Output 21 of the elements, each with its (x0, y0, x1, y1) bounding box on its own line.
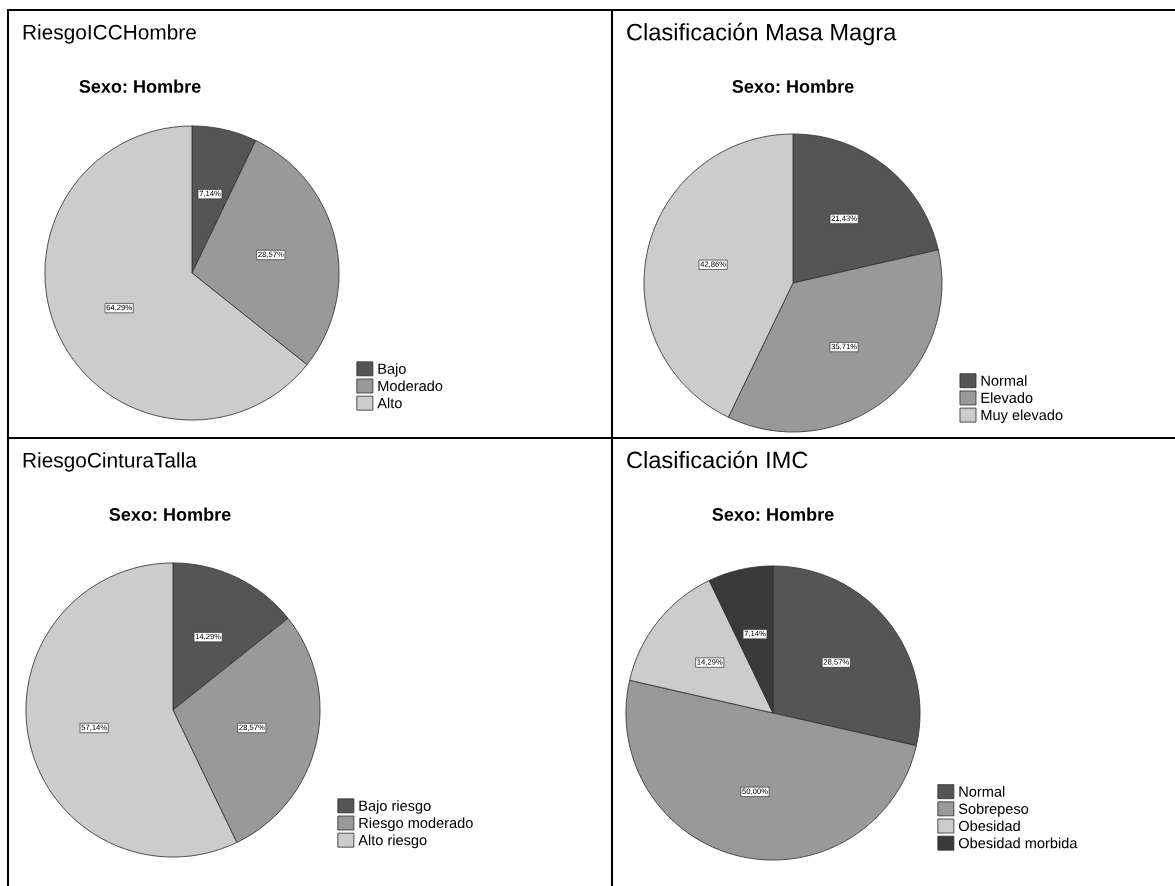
legend-label: Alto (377, 397, 402, 409)
chart-subtitle: Sexo: Hombre (712, 507, 834, 521)
legend-label: Moderado (378, 380, 443, 392)
chart-subtitle: Sexo: Hombre (732, 79, 854, 93)
chart-subtitle: Sexo: Hombre (79, 79, 201, 93)
legend-label: Normal (981, 375, 1027, 386)
legend-label: Riesgo moderado (359, 817, 473, 831)
chart-title: RiesgoCinturaTalla (23, 452, 197, 472)
legend-label: Bajo (378, 363, 406, 377)
chart-title: RiesgoICCHombre (23, 24, 196, 44)
legend-label: Sobrepeso (958, 803, 1029, 817)
legend-label: Obesidad morbida (958, 837, 1078, 849)
chart-title: Clasificación IMC (627, 450, 808, 469)
chart-subtitle: Sexo: Hombre (109, 507, 231, 521)
legend-label: Bajo riesgo (359, 800, 431, 814)
legend-label: Alto riesgo (358, 834, 427, 849)
legend-label: Muy elevado (981, 409, 1063, 424)
legend-label: Normal (959, 786, 1005, 797)
chart-title: Clasificación Masa Magra (627, 22, 897, 46)
legend-label: Obesidad (958, 820, 1020, 832)
legend-label: Elevado (981, 392, 1033, 404)
